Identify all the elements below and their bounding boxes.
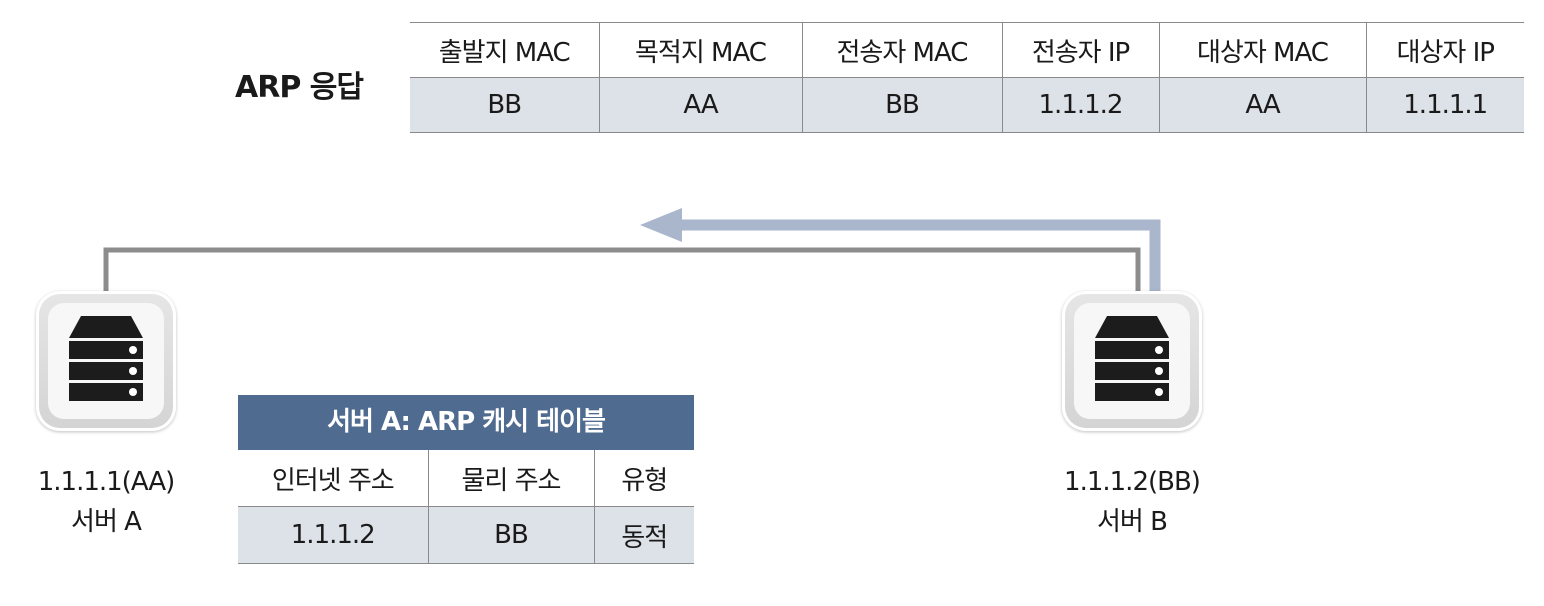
table-cell: BB [801, 77, 1002, 133]
server-icon [69, 316, 143, 401]
server-a-label: 1.1.1.1(AA) 서버 A [6, 462, 206, 542]
arp-reply-packet-table: 출발지 MAC 목적지 MAC 전송자 MAC 전송자 IP 대상자 MAC 대… [410, 22, 1524, 133]
table-cell: AA [1158, 77, 1366, 133]
server-b-node [1062, 291, 1202, 431]
server-b-name: 서버 B [1097, 507, 1168, 537]
table-cell: 1.1.1.1 [1365, 77, 1524, 133]
table-row: 1.1.1.2 BB 동적 [238, 506, 694, 564]
network-cable [103, 247, 1141, 296]
table-header-cell: 인터넷 주소 [238, 450, 428, 507]
table-cell: BB [427, 506, 594, 564]
table-header-cell: 유형 [593, 450, 694, 507]
arp-cache-table: 인터넷 주소 물리 주소 유형 1.1.1.2 BB 동적 [238, 450, 694, 564]
table-cell: 1.1.1.2 [238, 506, 428, 564]
table-cell: 동적 [593, 506, 694, 564]
server-a-node [36, 291, 176, 431]
arp-cache-table-title: 서버 A: ARP 캐시 테이블 [238, 395, 694, 450]
table-header-cell: 전송자 MAC [801, 22, 1002, 78]
server-b-address: 1.1.1.2(BB) [1064, 467, 1201, 497]
table-header-row: 인터넷 주소 물리 주소 유형 [238, 450, 694, 507]
server-a-address: 1.1.1.1(AA) [37, 467, 176, 497]
arrow-left-icon [640, 208, 1161, 296]
server-icon [1095, 316, 1169, 401]
table-header-cell: 대상자 IP [1365, 22, 1524, 78]
table-header-cell: 목적지 MAC [598, 22, 802, 78]
table-cell: 1.1.1.2 [1001, 77, 1159, 133]
table-header-cell: 대상자 MAC [1158, 22, 1366, 78]
server-a-name: 서버 A [71, 507, 142, 537]
server-b-label: 1.1.1.2(BB) 서버 B [1032, 462, 1232, 542]
table-header-cell: 물리 주소 [427, 450, 594, 507]
table-cell: AA [598, 77, 802, 133]
table-header-cell: 전송자 IP [1001, 22, 1159, 78]
table-header-cell: 출발지 MAC [410, 22, 599, 78]
table-cell: BB [410, 77, 599, 133]
table-header-row: 출발지 MAC 목적지 MAC 전송자 MAC 전송자 IP 대상자 MAC 대… [410, 22, 1524, 78]
arp-reply-title: ARP 응답 [235, 70, 364, 105]
table-row: BB AA BB 1.1.1.2 AA 1.1.1.1 [410, 77, 1524, 133]
